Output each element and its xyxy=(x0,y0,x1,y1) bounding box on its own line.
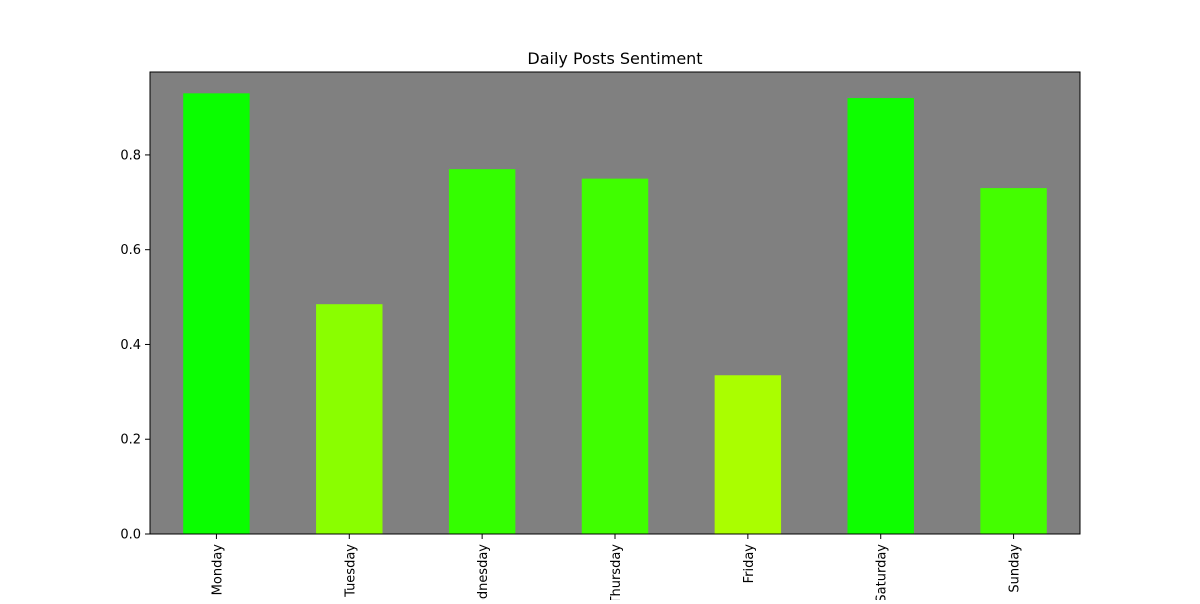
bars-group xyxy=(183,93,1047,535)
x-tick-label-tuesday: Tuesday xyxy=(343,544,358,598)
bar-friday xyxy=(714,375,782,534)
bar-wednesday xyxy=(448,169,516,534)
y-tick-label: 0.8 xyxy=(120,148,141,163)
bar-tuesday xyxy=(316,304,383,534)
x-axis: Monday Tuesday Wednesday Thursday Friday Satu… xyxy=(210,534,1023,604)
x-tick-label-monday: Monday xyxy=(210,544,225,596)
y-tick-label: 0.6 xyxy=(120,243,141,258)
bar-thursday xyxy=(581,178,649,534)
bar-saturday xyxy=(847,98,914,535)
y-tick-label: 0.4 xyxy=(120,338,141,353)
y-tick-label: 0.2 xyxy=(120,433,141,448)
x-tick-label-friday: Friday xyxy=(742,544,757,584)
bar-sunday xyxy=(980,188,1047,535)
chart-title: Daily Posts Sentiment xyxy=(527,49,702,68)
x-tick-label-wednesday: Wednesday xyxy=(476,544,491,600)
bar-monday xyxy=(183,93,250,535)
y-axis: 0.0 0.2 0.4 0.6 0.8 xyxy=(120,148,150,543)
x-tick-label-saturday: Saturday xyxy=(875,544,890,600)
x-tick-label-sunday: Sunday xyxy=(1008,544,1023,593)
x-tick-label-thursday: Thursday xyxy=(609,544,624,600)
y-tick-label: 0.0 xyxy=(120,528,141,543)
